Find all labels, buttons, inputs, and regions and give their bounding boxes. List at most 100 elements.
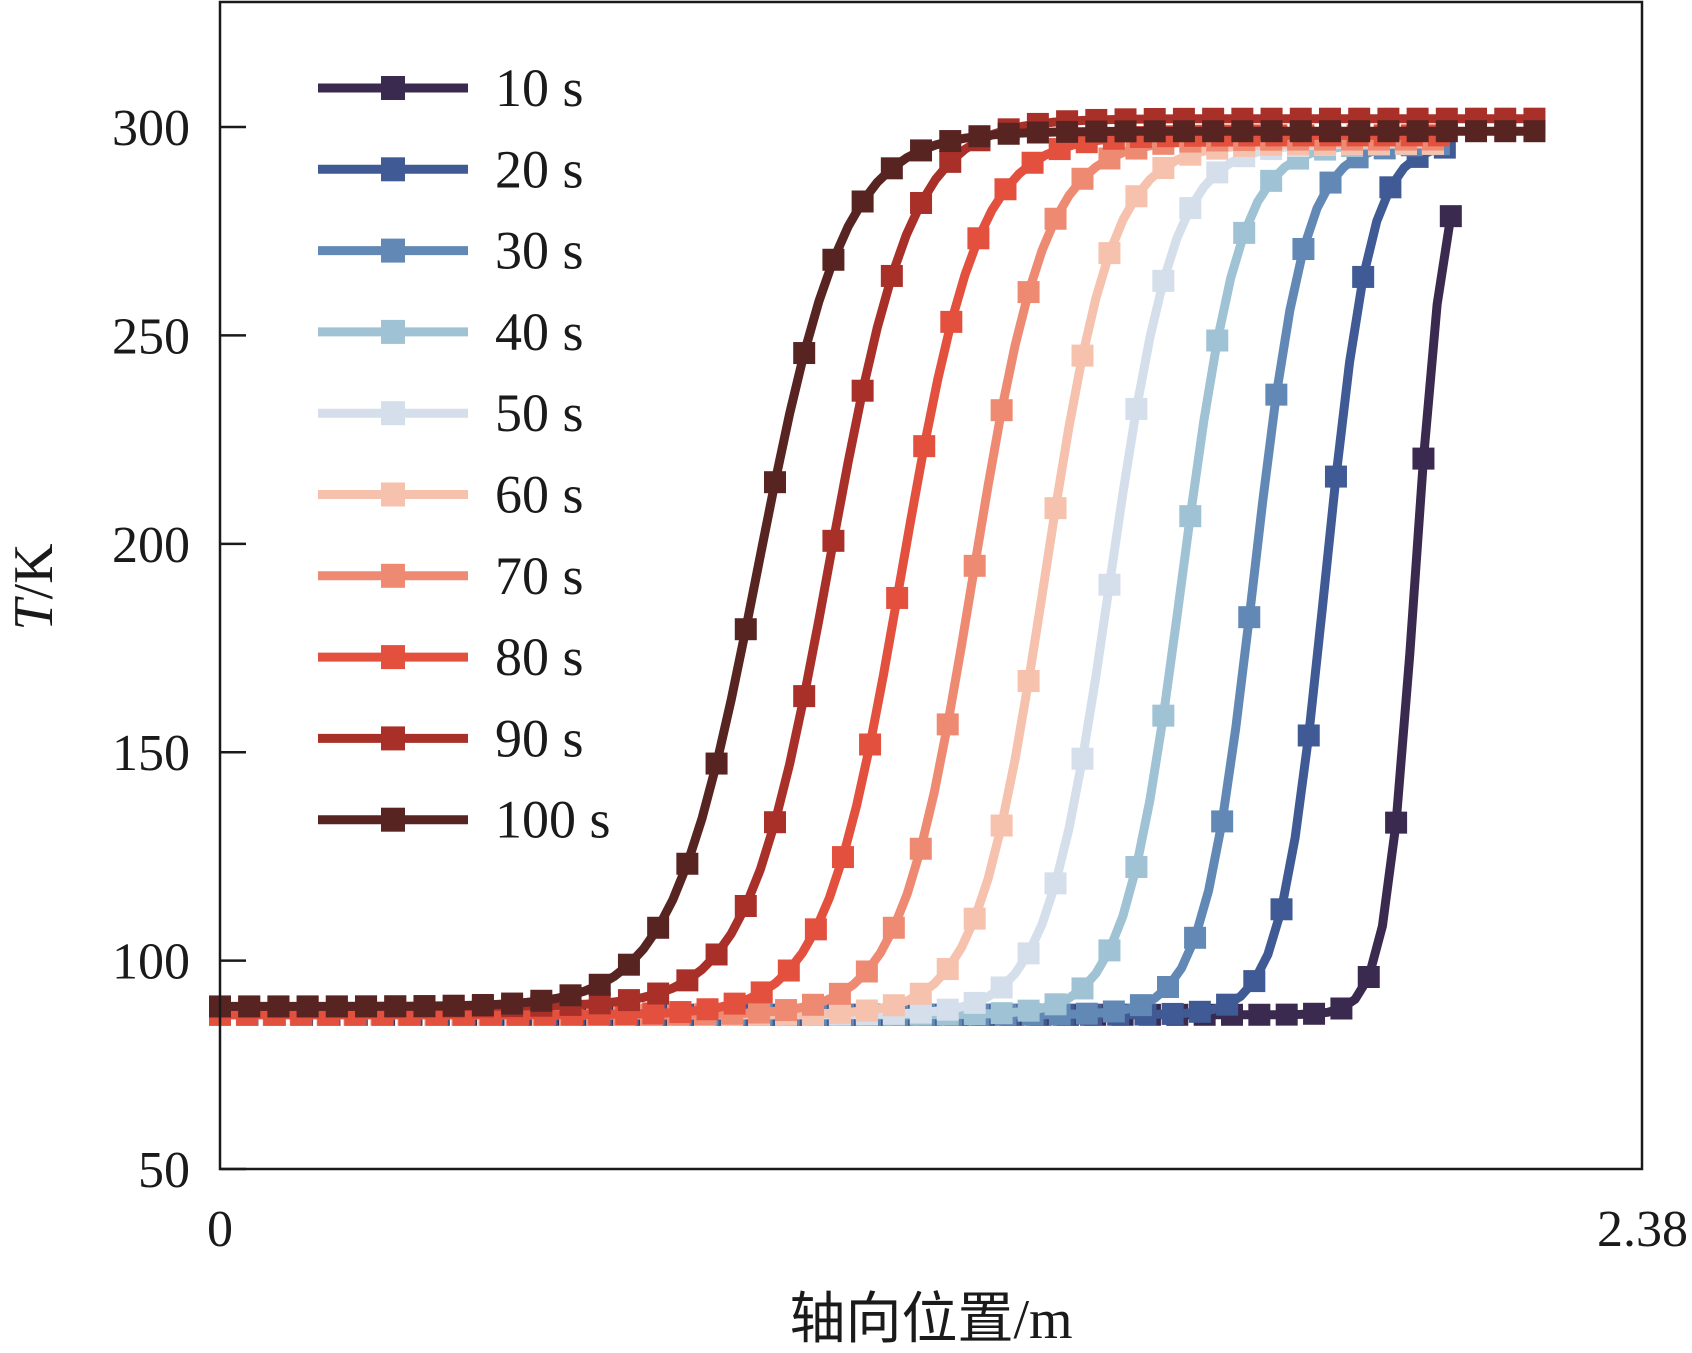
series-marker (588, 992, 611, 1015)
series-marker (1102, 1000, 1125, 1023)
series-marker (1114, 120, 1137, 143)
series-marker (1206, 329, 1229, 352)
series-marker (1216, 993, 1239, 1016)
legend-item: 30 s (318, 221, 584, 281)
series-90s (209, 107, 1546, 1018)
series-marker (936, 713, 959, 736)
series-marker (855, 960, 878, 983)
series-marker (669, 1001, 692, 1024)
series-marker (909, 1001, 932, 1024)
series-marker (1098, 242, 1121, 265)
series-marker (909, 982, 932, 1005)
plot-frame (218, 0, 1644, 1171)
series-marker (1188, 1000, 1211, 1023)
series-marker (793, 342, 816, 365)
series-marker (1026, 121, 1049, 144)
legend-marker (381, 726, 405, 751)
series-marker (1494, 120, 1517, 143)
series-marker (1352, 265, 1375, 288)
series-marker (1238, 606, 1261, 629)
series-marker (880, 264, 903, 287)
series-marker (1357, 965, 1380, 988)
legend-marker (381, 238, 405, 263)
series-marker (804, 918, 827, 941)
series-marker (1071, 977, 1094, 1000)
y-tick-label: 100 (112, 934, 190, 991)
legend-item: 10 s (318, 58, 584, 118)
series-marker (705, 752, 728, 775)
series-marker (1152, 269, 1175, 292)
series-marker (734, 894, 757, 917)
series-marker (1179, 197, 1202, 220)
series-marker (238, 995, 261, 1018)
series-marker (501, 992, 524, 1015)
series-marker (1377, 120, 1400, 143)
series-marker (1017, 670, 1040, 693)
series-marker (913, 435, 936, 458)
series-marker (734, 618, 757, 641)
series-marker (1297, 724, 1320, 747)
series-marker (748, 1001, 771, 1024)
series-marker (1075, 1002, 1098, 1025)
series-marker (530, 989, 553, 1012)
series-marker (559, 984, 582, 1007)
legend-item: 90 s (318, 708, 584, 768)
series-marker (1523, 120, 1546, 143)
series-marker (1248, 1003, 1271, 1026)
y-axis-title-unit: /K (3, 543, 65, 599)
series-marker (880, 157, 903, 180)
legend-label: 30 s (495, 221, 584, 281)
series-marker (1098, 573, 1121, 596)
series-marker (1465, 120, 1488, 143)
legend-item: 50 s (318, 383, 584, 443)
series-marker (859, 733, 882, 756)
series-marker (1017, 942, 1040, 965)
series-marker (939, 150, 962, 173)
series-marker (963, 991, 986, 1014)
series-marker (617, 989, 640, 1012)
series-marker (939, 130, 962, 153)
series-marker (793, 685, 816, 708)
series-marker (763, 471, 786, 494)
series-marker (990, 399, 1013, 422)
series-line (215, 126, 1539, 1011)
series-marker (822, 529, 845, 552)
legend: 10 s 20 s 30 s 40 s 50 s 60 s 70 s 80 s 90 s 100 … (318, 58, 611, 850)
series-marker (882, 994, 905, 1017)
series-marker (723, 992, 746, 1015)
series-100s (209, 120, 1546, 1018)
series-marker (1129, 994, 1152, 1017)
series-marker (882, 916, 905, 939)
series-marker (801, 993, 824, 1016)
series-marker (1275, 1003, 1298, 1026)
series-marker (1233, 221, 1256, 244)
series-marker (617, 953, 640, 976)
series-marker (1044, 993, 1067, 1016)
legend-item: 20 s (318, 139, 584, 199)
series-marker (994, 178, 1017, 201)
series-marker (1243, 970, 1266, 993)
series-marker (705, 943, 728, 966)
series-marker (1044, 207, 1067, 230)
series-marker (1265, 383, 1288, 406)
series-marker (1319, 171, 1342, 194)
series-marker (267, 995, 290, 1018)
series-marker (384, 995, 407, 1018)
legend-label: 70 s (495, 546, 584, 606)
legend-item: 40 s (318, 302, 584, 362)
series-marker (990, 814, 1013, 837)
series-marker (642, 1002, 665, 1025)
series-marker (1017, 281, 1040, 304)
series-marker (1044, 872, 1067, 895)
series-layer (209, 107, 1546, 1026)
series-marker (696, 998, 719, 1021)
series-marker (1292, 238, 1315, 261)
series-marker (886, 586, 909, 609)
series-marker (1179, 505, 1202, 528)
series-marker (647, 982, 670, 1005)
series-marker (1157, 976, 1179, 999)
legend-label: 20 s (495, 139, 584, 199)
series-marker (855, 999, 878, 1022)
series-marker (1044, 497, 1067, 520)
